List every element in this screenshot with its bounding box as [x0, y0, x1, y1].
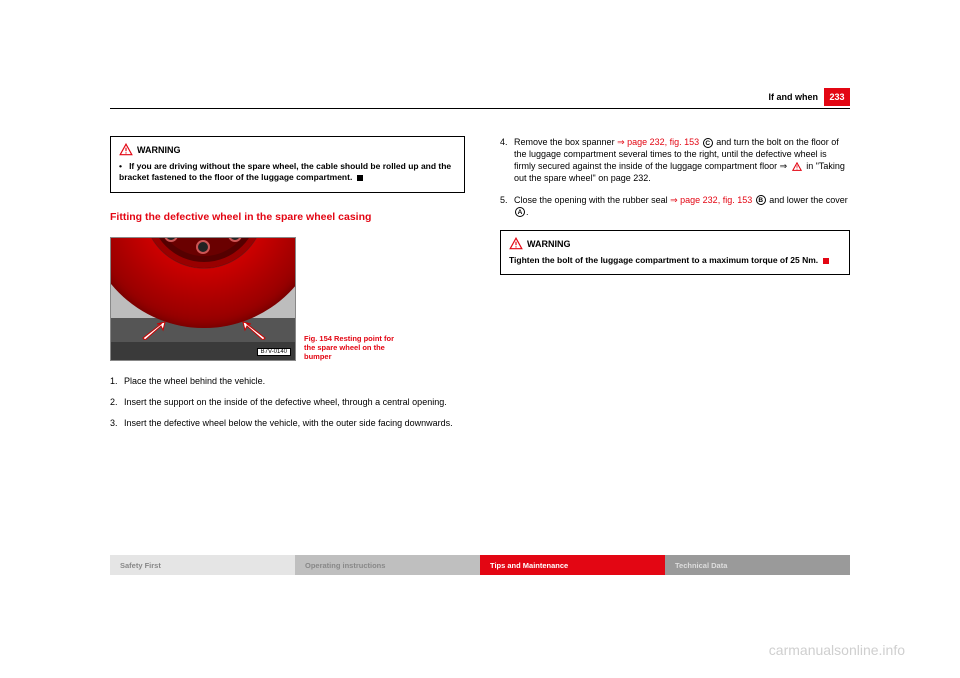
header-rule — [110, 108, 850, 109]
page-content: If and when 233 WARNING • If you are dri… — [110, 88, 850, 548]
left-column: WARNING • If you are driving without the… — [110, 136, 465, 438]
tab-technical-data[interactable]: Technical Data — [665, 555, 850, 575]
tab-label: Operating instructions — [305, 561, 385, 570]
step-1: Place the wheel behind the vehicle. — [110, 375, 465, 387]
bottom-tabs: Safety First Operating instructions Tips… — [110, 555, 850, 575]
tab-label: Technical Data — [675, 561, 727, 570]
callout-letter: B — [756, 195, 766, 205]
warning-text: Tighten the bolt of the luggage compartm… — [509, 255, 818, 265]
warning-box-bottom: WARNING Tighten the bolt of the luggage … — [500, 230, 850, 275]
end-marker-icon — [823, 258, 829, 264]
warning-inline-icon — [792, 162, 802, 172]
arrow-left-icon — [141, 320, 169, 340]
step-5: Close the opening with the rubber seal ⇒… — [500, 194, 850, 218]
callout-letter: A — [515, 207, 525, 217]
warning-icon — [509, 237, 523, 251]
step-text: and lower the cover — [767, 195, 848, 205]
page-number: 233 — [824, 88, 850, 106]
figure-id: B7V-0140 — [257, 348, 291, 356]
step-2: Insert the support on the inside of the … — [110, 396, 465, 408]
callout-letter: C — [703, 138, 713, 148]
rim-hole — [196, 240, 210, 254]
step-3: Insert the defective wheel below the veh… — [110, 417, 465, 429]
section-title: If and when — [769, 92, 825, 102]
warning-body: Tighten the bolt of the luggage compartm… — [509, 255, 841, 266]
watermark: carmanualsonline.info — [769, 642, 905, 658]
warning-body: • If you are driving without the spare w… — [119, 161, 456, 184]
figure-block: B7V-0140 Fig. 154 Resting point for the … — [110, 237, 465, 361]
tab-label: Tips and Maintenance — [490, 561, 568, 570]
step-text: . — [526, 207, 529, 217]
step-text: Remove the box spanner — [514, 137, 617, 147]
warning-heading: WARNING — [119, 143, 456, 157]
subheading: Fitting the defective wheel in the spare… — [110, 211, 465, 223]
tab-tips-and-maintenance[interactable]: Tips and Maintenance — [480, 555, 665, 575]
figure-caption: Fig. 154 Resting point for the spare whe… — [304, 334, 404, 361]
warning-heading: WARNING — [509, 237, 841, 251]
warning-title: WARNING — [137, 144, 181, 156]
warning-title: WARNING — [527, 238, 571, 250]
steps-left: Place the wheel behind the vehicle. Inse… — [110, 375, 465, 429]
steps-right: Remove the box spanner ⇒ page 232, fig. … — [500, 136, 850, 218]
step-text: Close the opening with the rubber seal — [514, 195, 670, 205]
tab-operating-instructions[interactable]: Operating instructions — [295, 555, 480, 575]
page-reference[interactable]: ⇒ page 232, fig. 153 — [670, 195, 752, 205]
right-column: Remove the box spanner ⇒ page 232, fig. … — [500, 136, 850, 293]
warning-icon — [119, 143, 133, 157]
rim-hole — [228, 237, 242, 242]
warning-box-top: WARNING • If you are driving without the… — [110, 136, 465, 193]
page-header: If and when 233 — [769, 88, 851, 106]
tab-safety-first[interactable]: Safety First — [110, 555, 295, 575]
step-4: Remove the box spanner ⇒ page 232, fig. … — [500, 136, 850, 185]
arrow-right-icon — [239, 320, 267, 340]
warning-text: If you are driving without the spare whe… — [119, 161, 451, 182]
end-marker-icon — [357, 175, 363, 181]
tab-label: Safety First — [120, 561, 161, 570]
rim-hole — [164, 237, 178, 242]
page-reference[interactable]: ⇒ page 232, fig. 153 — [617, 137, 699, 147]
figure-image: B7V-0140 — [110, 237, 296, 361]
